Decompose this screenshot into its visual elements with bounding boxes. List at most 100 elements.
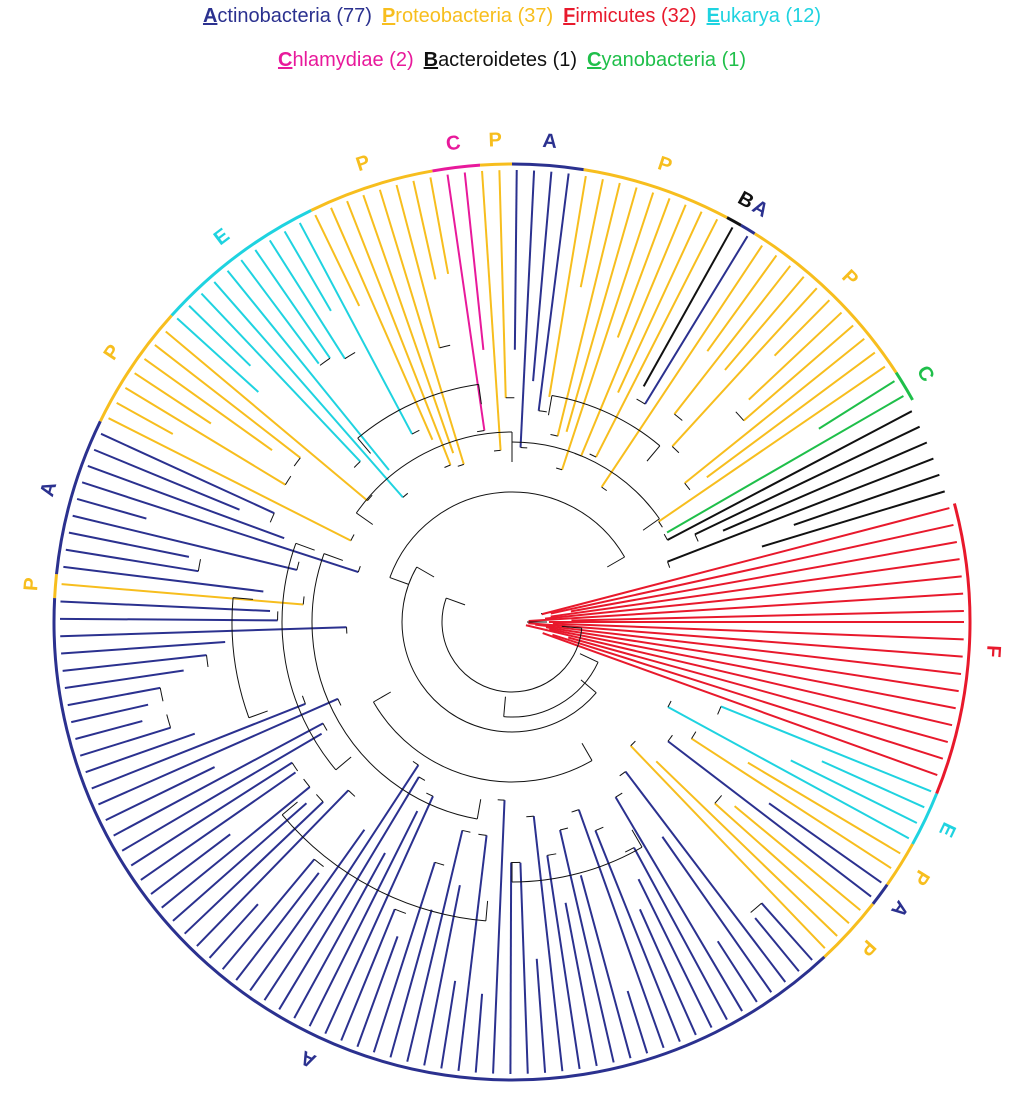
- legend-entry-r1-0: Actinobacteria (77): [203, 2, 372, 30]
- internal-branch: [615, 792, 623, 798]
- tip-branch: [116, 401, 174, 435]
- clade-arc: [823, 903, 875, 959]
- internal-branch: [561, 625, 582, 629]
- internal-branch: [667, 734, 673, 742]
- tip-branch: [720, 705, 932, 793]
- tip-branch: [564, 902, 598, 1067]
- tip-branch: [240, 259, 320, 365]
- tip-branch: [821, 760, 925, 809]
- tip-branch: [378, 189, 465, 465]
- internal-branch: [580, 679, 597, 694]
- internal-branch: [373, 691, 392, 703]
- clade-label: P: [100, 341, 126, 364]
- tip-branch: [545, 626, 959, 693]
- tip-branch: [666, 395, 904, 534]
- tip-branch: [440, 980, 457, 1069]
- internal-branch: [269, 512, 275, 523]
- clade-label: P: [353, 151, 372, 176]
- clade-arc: [310, 169, 433, 212]
- tip-branch: [642, 226, 734, 387]
- internal-branch: [353, 461, 361, 468]
- tip-branch: [546, 855, 581, 1070]
- internal-branch: [579, 653, 599, 663]
- tip-branch: [570, 540, 958, 613]
- internal-branch: [658, 521, 663, 528]
- clade-arc: [885, 843, 914, 886]
- clade-label: A: [542, 130, 558, 153]
- tip-branch: [91, 702, 306, 790]
- internal-branch: [355, 431, 513, 514]
- tip-branch: [61, 641, 226, 655]
- tip-branch: [254, 249, 331, 359]
- legend-initial: P: [381, 5, 396, 27]
- tip-branch: [81, 481, 359, 574]
- internal-branch: [624, 847, 635, 853]
- legend-entry-r2-1: Bacteroidetes (1): [424, 46, 577, 74]
- internal-branch: [418, 776, 426, 781]
- internal-branch: [511, 441, 660, 520]
- tip-branch: [226, 270, 390, 471]
- internal-branch: [457, 463, 464, 467]
- internal-branch: [750, 902, 762, 913]
- tip-branch: [200, 292, 361, 463]
- clade-arc: [170, 209, 312, 317]
- tip-branch: [60, 626, 347, 638]
- internal-branch: [550, 433, 558, 437]
- tip-branch: [463, 172, 485, 350]
- internal-branch: [281, 814, 486, 922]
- tip-branch: [760, 902, 813, 961]
- tip-branch: [412, 180, 437, 280]
- legend-label: ctinobacteria (77): [217, 5, 372, 27]
- internal-branch: [315, 794, 324, 803]
- tip-branch: [706, 254, 778, 352]
- tip-branch: [532, 171, 553, 382]
- tip-branch: [457, 835, 488, 1071]
- tip-branch: [196, 789, 350, 947]
- legend-label: irmicutes (32): [575, 5, 697, 27]
- tip-branch: [579, 875, 632, 1059]
- tip-branch: [362, 194, 455, 454]
- tip-branch: [71, 703, 149, 724]
- clade-arc: [99, 314, 173, 422]
- internal-branch: [646, 445, 661, 462]
- internal-branch: [691, 731, 697, 739]
- tip-branch: [64, 669, 184, 690]
- tip-branch: [633, 847, 728, 1021]
- internal-branch: [314, 858, 324, 868]
- tip-branch: [389, 909, 433, 1058]
- tip-branch: [79, 726, 171, 757]
- tip-branch: [509, 862, 513, 1075]
- tip-branch: [548, 175, 587, 398]
- internal-branch: [684, 482, 691, 491]
- internal-branch: [281, 543, 337, 771]
- tip-branch: [60, 617, 278, 622]
- internal-branch: [311, 553, 478, 820]
- clade-label: A: [886, 896, 912, 921]
- internal-branch: [426, 792, 434, 797]
- tip-branch: [714, 802, 850, 925]
- internal-branch: [344, 352, 356, 360]
- tip-branch: [298, 222, 413, 435]
- tip-branch: [150, 833, 231, 895]
- internal-branch: [291, 762, 299, 772]
- internal-branch: [538, 410, 547, 413]
- internal-branch: [337, 698, 342, 706]
- internal-branch: [571, 809, 579, 813]
- legend-initial: E: [706, 5, 720, 27]
- tip-branch: [754, 917, 800, 972]
- tip-branch: [513, 170, 518, 350]
- tip-branch: [65, 548, 199, 573]
- internal-branch: [493, 449, 501, 452]
- internal-branch: [551, 394, 661, 447]
- clade-label: C: [445, 132, 462, 156]
- tip-branch: [667, 740, 872, 898]
- clade-arc: [871, 883, 889, 905]
- internal-branch: [511, 846, 643, 883]
- tip-branch: [498, 170, 507, 398]
- clade-label: F: [982, 645, 1005, 659]
- tip-branch: [98, 697, 339, 806]
- internal-branch: [595, 826, 604, 831]
- tip-branch: [537, 173, 570, 411]
- tip-branch: [559, 829, 615, 1063]
